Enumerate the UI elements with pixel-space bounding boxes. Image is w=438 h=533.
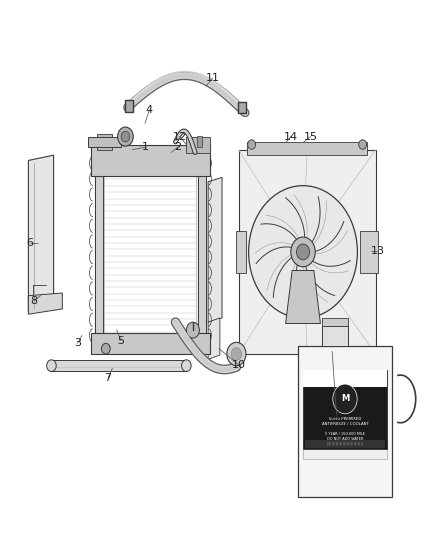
Text: 5: 5 (117, 336, 124, 346)
Text: 11: 11 (205, 73, 219, 83)
Bar (238, 102, 246, 114)
Bar (125, 100, 133, 112)
Text: 1: 1 (141, 142, 148, 152)
Text: 4: 4 (146, 105, 153, 115)
Bar (97, 134, 113, 150)
Polygon shape (28, 293, 62, 314)
Text: 6: 6 (26, 238, 33, 248)
Circle shape (102, 343, 110, 354)
Text: 10: 10 (232, 360, 246, 369)
Polygon shape (28, 155, 53, 312)
Bar (91, 333, 210, 354)
Polygon shape (360, 231, 378, 273)
Circle shape (359, 140, 367, 149)
Bar (51, 360, 186, 372)
Bar (303, 441, 388, 459)
Text: |||||||||||||||||||||||||||: ||||||||||||||||||||||||||| (326, 442, 364, 446)
Bar (197, 135, 202, 147)
Text: 13: 13 (371, 246, 385, 256)
FancyBboxPatch shape (298, 346, 392, 497)
Polygon shape (88, 136, 121, 147)
Circle shape (291, 237, 315, 266)
Bar (304, 370, 387, 387)
Circle shape (47, 360, 56, 372)
Circle shape (117, 127, 133, 146)
Circle shape (248, 140, 255, 149)
Circle shape (227, 342, 246, 366)
Polygon shape (237, 231, 247, 273)
Bar (186, 136, 210, 152)
Polygon shape (208, 318, 220, 359)
Bar (247, 142, 367, 155)
Text: M: M (341, 394, 349, 403)
Text: 8: 8 (31, 296, 38, 306)
Circle shape (249, 185, 357, 318)
Text: 2: 2 (174, 142, 181, 152)
Circle shape (182, 360, 191, 372)
Bar (198, 155, 206, 343)
Polygon shape (208, 177, 222, 322)
Circle shape (186, 322, 199, 338)
Bar (104, 160, 196, 338)
Text: 14: 14 (284, 132, 298, 142)
Bar (95, 155, 103, 343)
Text: 5 YEAR / 150,000 MILE
DO NOT ADD WATER: 5 YEAR / 150,000 MILE DO NOT ADD WATER (325, 432, 365, 441)
Text: 12: 12 (173, 132, 187, 142)
Circle shape (333, 384, 357, 414)
Circle shape (297, 244, 310, 260)
Bar (239, 150, 376, 354)
Bar (321, 318, 348, 326)
Bar (305, 440, 385, 448)
Text: 7: 7 (104, 373, 112, 383)
Circle shape (231, 348, 242, 360)
Bar (304, 370, 387, 449)
Polygon shape (286, 270, 321, 324)
Bar (91, 144, 210, 176)
Text: 16: 16 (329, 410, 343, 420)
Text: 50/50 PREMIXED
ANTIFREEZE / COOLANT: 50/50 PREMIXED ANTIFREEZE / COOLANT (321, 417, 368, 426)
Bar (95, 155, 206, 343)
Bar (321, 326, 348, 346)
Text: 15: 15 (304, 132, 318, 142)
Circle shape (121, 131, 130, 142)
Text: 3: 3 (74, 338, 81, 349)
